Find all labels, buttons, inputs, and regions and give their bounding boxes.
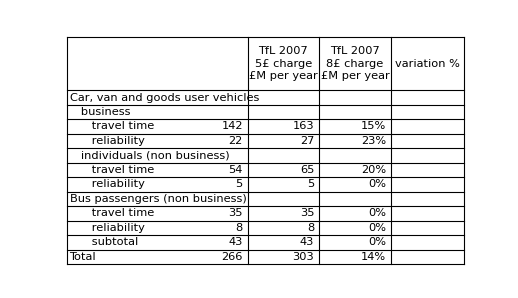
Text: reliability: reliability (69, 136, 145, 146)
Text: 23%: 23% (361, 136, 386, 146)
Text: reliability: reliability (69, 179, 145, 190)
Text: 43: 43 (300, 237, 314, 247)
Text: travel time: travel time (69, 208, 154, 218)
Text: 27: 27 (300, 136, 314, 146)
Text: 35: 35 (300, 208, 314, 218)
Text: Car, van and goods user vehicles: Car, van and goods user vehicles (69, 93, 259, 103)
Text: 8: 8 (236, 223, 243, 233)
Text: 0%: 0% (368, 179, 386, 190)
Text: reliability: reliability (69, 223, 145, 233)
Text: 0%: 0% (368, 223, 386, 233)
Text: 54: 54 (228, 165, 243, 175)
Text: business: business (69, 107, 130, 117)
Text: 163: 163 (293, 122, 314, 131)
Text: 5: 5 (236, 179, 243, 190)
Text: 142: 142 (221, 122, 243, 131)
Text: travel time: travel time (69, 165, 154, 175)
Text: variation %: variation % (395, 59, 460, 69)
Text: travel time: travel time (69, 122, 154, 131)
Text: 8: 8 (307, 223, 314, 233)
Text: 20%: 20% (361, 165, 386, 175)
Text: TfL 2007
8£ charge
£M per year: TfL 2007 8£ charge £M per year (321, 46, 389, 81)
Text: 22: 22 (228, 136, 243, 146)
Text: 43: 43 (228, 237, 243, 247)
Text: 35: 35 (228, 208, 243, 218)
Text: 5: 5 (307, 179, 314, 190)
Text: 15%: 15% (361, 122, 386, 131)
Text: 0%: 0% (368, 237, 386, 247)
Text: Bus passengers (non business): Bus passengers (non business) (69, 194, 246, 204)
Text: 0%: 0% (368, 208, 386, 218)
Text: 14%: 14% (361, 252, 386, 262)
Text: 65: 65 (300, 165, 314, 175)
Text: 303: 303 (293, 252, 314, 262)
Text: TfL 2007
5£ charge
£M per year: TfL 2007 5£ charge £M per year (249, 46, 318, 81)
Text: individuals (non business): individuals (non business) (69, 150, 229, 160)
Text: subtotal: subtotal (69, 237, 138, 247)
Text: 266: 266 (222, 252, 243, 262)
Text: Total: Total (69, 252, 96, 262)
